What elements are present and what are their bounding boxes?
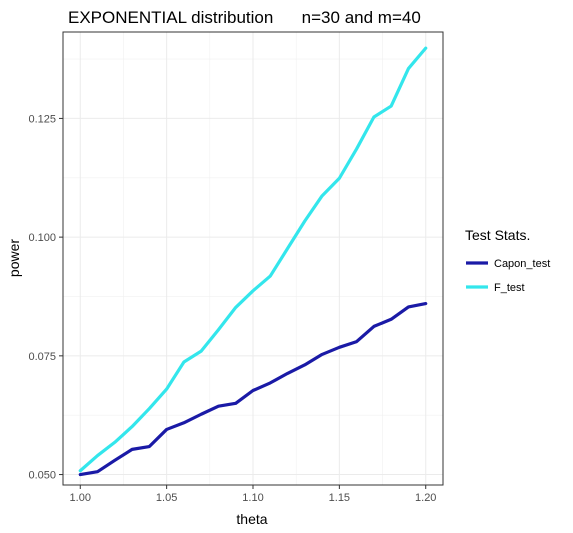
legend-label-f-test: F_test: [494, 282, 525, 294]
x-tick-label: 1.20: [415, 492, 436, 504]
legend: Test Stats. Capon_test F_test: [465, 227, 550, 294]
legend-title: Test Stats.: [465, 227, 530, 243]
x-tick-label: 1.15: [329, 492, 350, 504]
y-tick-label: 0.100: [28, 232, 56, 244]
x-tick-label: 1.00: [70, 492, 91, 504]
chart-title: EXPONENTIAL distribution n=30 and m=40: [68, 8, 421, 27]
legend-label-capon-test: Capon_test: [494, 258, 550, 270]
y-axis-title: power: [6, 239, 22, 277]
series-line-f-test: [78, 46, 428, 473]
major-gridlines: [63, 32, 443, 485]
series-lines: [78, 46, 428, 477]
y-tick-label: 0.050: [28, 470, 56, 482]
legend-items: Capon_test F_test: [466, 258, 550, 294]
plot-panel: [62, 31, 444, 486]
y-tick-label: 0.125: [28, 113, 56, 125]
series-line-capon-test: [78, 302, 428, 477]
x-axis-title: theta: [236, 511, 267, 527]
y-axis: 0.050 0.075 0.100 0.125: [28, 113, 63, 482]
x-axis: 1.00 1.05 1.10 1.15 1.20: [70, 485, 436, 504]
x-tick-label: 1.05: [156, 492, 177, 504]
x-tick-label: 1.10: [242, 492, 263, 504]
y-tick-label: 0.075: [28, 351, 56, 363]
